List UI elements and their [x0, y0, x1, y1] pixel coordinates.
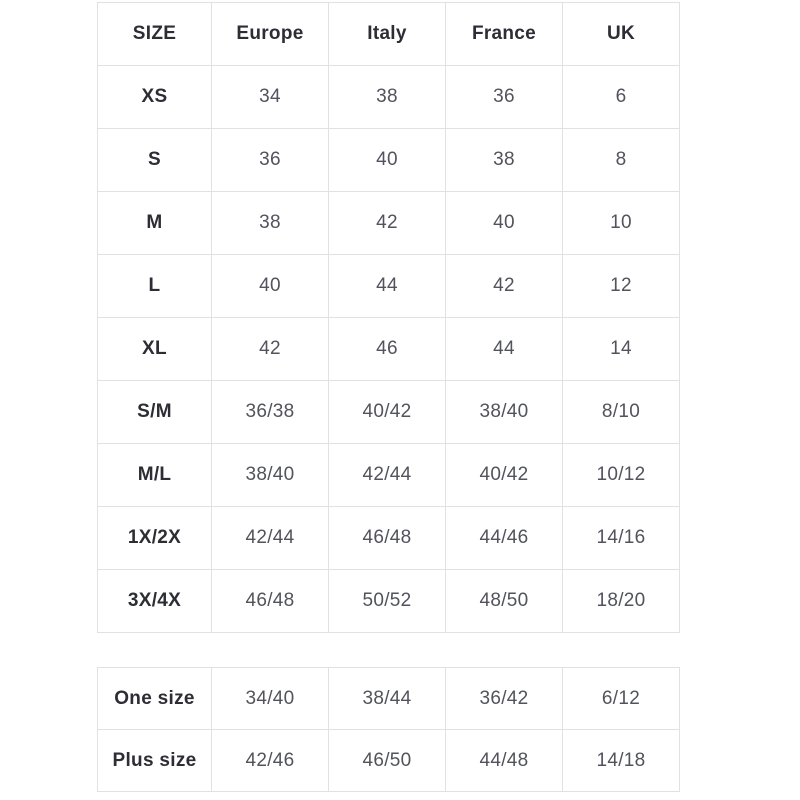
size-value: 42	[328, 191, 446, 255]
row-label: M	[97, 191, 212, 255]
row-label: M/L	[97, 443, 212, 507]
size-value: 44	[445, 317, 563, 381]
column-header: France	[445, 2, 563, 66]
table-row: S 36 40 38 8	[97, 128, 680, 192]
table-row: 3X/4X 46/48 50/52 48/50 18/20	[97, 569, 680, 633]
row-label: S	[97, 128, 212, 192]
size-conversion-section: SIZE Europe Italy France UK XS 34 38 36 6 S 36 40 38…	[97, 2, 680, 792]
size-value: 40	[445, 191, 563, 255]
size-value: 6/12	[562, 667, 680, 730]
size-value: 50/52	[328, 569, 446, 633]
column-header: Italy	[328, 2, 446, 66]
size-value: 46/50	[328, 729, 446, 792]
size-value: 44	[328, 254, 446, 318]
size-value: 40/42	[328, 380, 446, 444]
size-value: 14/18	[562, 729, 680, 792]
table-row: L 40 44 42 12	[97, 254, 680, 318]
size-value: 10	[562, 191, 680, 255]
size-value: 36	[445, 65, 563, 129]
table-row: 1X/2X 42/44 46/48 44/46 14/16	[97, 506, 680, 570]
row-label: S/M	[97, 380, 212, 444]
row-label: 1X/2X	[97, 506, 212, 570]
size-value: 36/38	[211, 380, 329, 444]
size-value: 36/42	[445, 667, 563, 730]
size-table-body: XS 34 38 36 6 S 36 40 38 8 M 38 42 40 10 L 40 44 42 12 XL 42 4…	[97, 65, 680, 633]
column-header: UK	[562, 2, 680, 66]
table-row: Plus size 42/46 46/50 44/48 14/18	[97, 729, 680, 792]
size-value: 40	[211, 254, 329, 318]
size-value: 38/44	[328, 667, 446, 730]
column-header: Europe	[211, 2, 329, 66]
size-value: 14/16	[562, 506, 680, 570]
size-value: 10/12	[562, 443, 680, 507]
row-label: XL	[97, 317, 212, 381]
table-row: XS 34 38 36 6	[97, 65, 680, 129]
size-value: 46	[328, 317, 446, 381]
size-value: 34	[211, 65, 329, 129]
table-row: S/M 36/38 40/42 38/40 8/10	[97, 380, 680, 444]
table-row: XL 42 46 44 14	[97, 317, 680, 381]
size-value: 36	[211, 128, 329, 192]
size-value: 8	[562, 128, 680, 192]
special-table-body: One size 34/40 38/44 36/42 6/12 Plus size 42/4…	[97, 667, 680, 792]
size-value: 42	[211, 317, 329, 381]
size-value: 34/40	[211, 667, 329, 730]
row-label: Plus size	[97, 729, 212, 792]
size-value: 44/48	[445, 729, 563, 792]
size-value: 46/48	[328, 506, 446, 570]
size-value: 14	[562, 317, 680, 381]
size-value: 18/20	[562, 569, 680, 633]
size-value: 42/46	[211, 729, 329, 792]
size-value: 42/44	[328, 443, 446, 507]
size-value: 38	[445, 128, 563, 192]
size-value: 40	[328, 128, 446, 192]
table-row: One size 34/40 38/44 36/42 6/12	[97, 667, 680, 730]
size-value: 48/50	[445, 569, 563, 633]
special-sizes-table: One size 34/40 38/44 36/42 6/12 Plus size 42/4…	[97, 667, 680, 792]
size-conversion-table: SIZE Europe Italy France UK XS 34 38 36 6 S 36 40 38…	[97, 2, 680, 633]
row-label: L	[97, 254, 212, 318]
size-value: 46/48	[211, 569, 329, 633]
table-row: M/L 38/40 42/44 40/42 10/12	[97, 443, 680, 507]
row-label: 3X/4X	[97, 569, 212, 633]
size-value: 38/40	[445, 380, 563, 444]
size-value: 38	[328, 65, 446, 129]
size-value: 38	[211, 191, 329, 255]
column-header: SIZE	[97, 2, 212, 66]
size-value: 40/42	[445, 443, 563, 507]
size-value: 42/44	[211, 506, 329, 570]
row-label: One size	[97, 667, 212, 730]
table-row: M 38 42 40 10	[97, 191, 680, 255]
size-value: 38/40	[211, 443, 329, 507]
size-value: 44/46	[445, 506, 563, 570]
row-label: XS	[97, 65, 212, 129]
size-value: 42	[445, 254, 563, 318]
header-row: SIZE Europe Italy France UK	[97, 2, 680, 66]
size-value: 8/10	[562, 380, 680, 444]
size-value: 12	[562, 254, 680, 318]
size-value: 6	[562, 65, 680, 129]
